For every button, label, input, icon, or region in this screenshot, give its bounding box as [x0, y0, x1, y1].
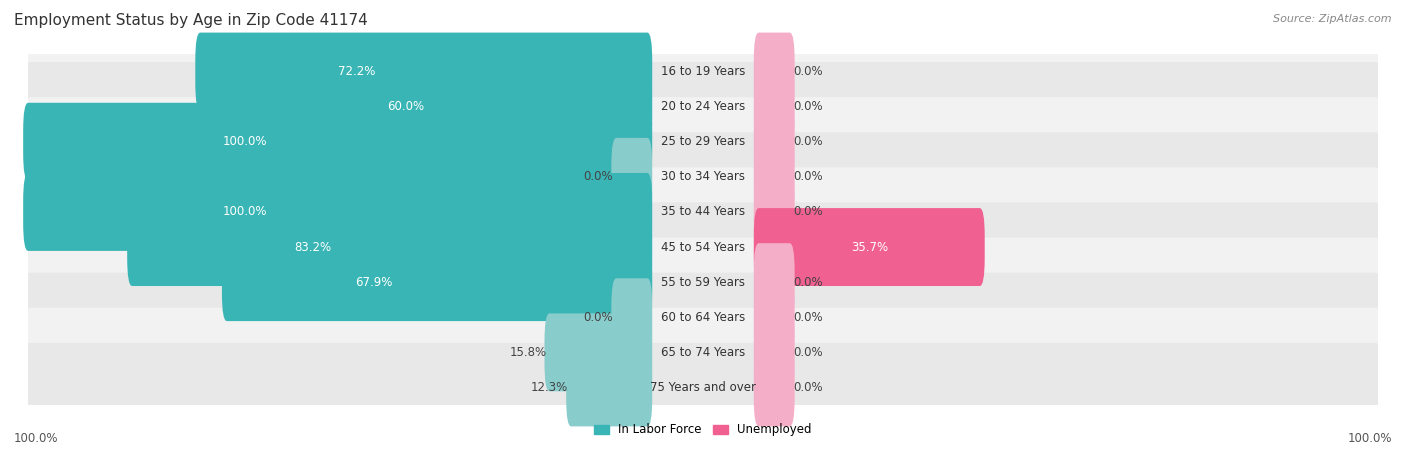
Text: 100.0%: 100.0% — [222, 135, 267, 148]
FancyBboxPatch shape — [222, 243, 652, 321]
Text: 45 to 54 Years: 45 to 54 Years — [661, 241, 745, 253]
FancyBboxPatch shape — [25, 27, 1381, 116]
FancyBboxPatch shape — [754, 243, 794, 321]
Text: 35 to 44 Years: 35 to 44 Years — [661, 206, 745, 218]
FancyBboxPatch shape — [754, 68, 794, 146]
Text: Employment Status by Age in Zip Code 41174: Employment Status by Age in Zip Code 411… — [14, 14, 368, 28]
Text: 25 to 29 Years: 25 to 29 Years — [661, 135, 745, 148]
Text: 60 to 64 Years: 60 to 64 Years — [661, 311, 745, 324]
FancyBboxPatch shape — [25, 97, 1381, 186]
Text: 100.0%: 100.0% — [222, 206, 267, 218]
Text: 0.0%: 0.0% — [583, 171, 613, 183]
Text: 55 to 59 Years: 55 to 59 Years — [661, 276, 745, 288]
Text: 0.0%: 0.0% — [793, 346, 823, 359]
Text: 0.0%: 0.0% — [793, 65, 823, 78]
Text: 100.0%: 100.0% — [14, 432, 59, 446]
FancyBboxPatch shape — [754, 138, 794, 216]
FancyBboxPatch shape — [754, 348, 794, 427]
Text: 0.0%: 0.0% — [793, 276, 823, 288]
Text: 30 to 34 Years: 30 to 34 Years — [661, 171, 745, 183]
Text: 65 to 74 Years: 65 to 74 Years — [661, 346, 745, 359]
FancyBboxPatch shape — [544, 313, 652, 392]
Text: Source: ZipAtlas.com: Source: ZipAtlas.com — [1274, 14, 1392, 23]
Text: 67.9%: 67.9% — [356, 276, 392, 288]
Text: 0.0%: 0.0% — [793, 381, 823, 394]
FancyBboxPatch shape — [25, 167, 1381, 256]
FancyBboxPatch shape — [612, 138, 652, 216]
Text: 35.7%: 35.7% — [851, 241, 887, 253]
FancyBboxPatch shape — [25, 308, 1381, 397]
Text: 100.0%: 100.0% — [1347, 432, 1392, 446]
FancyBboxPatch shape — [25, 238, 1381, 327]
FancyBboxPatch shape — [25, 343, 1381, 432]
Text: 16 to 19 Years: 16 to 19 Years — [661, 65, 745, 78]
Text: 0.0%: 0.0% — [793, 311, 823, 324]
Text: 0.0%: 0.0% — [793, 135, 823, 148]
Text: 72.2%: 72.2% — [337, 65, 375, 78]
Text: 0.0%: 0.0% — [793, 206, 823, 218]
Text: 15.8%: 15.8% — [509, 346, 547, 359]
Legend: In Labor Force, Unemployed: In Labor Force, Unemployed — [589, 419, 817, 441]
Text: 60.0%: 60.0% — [387, 100, 425, 113]
Text: 12.3%: 12.3% — [531, 381, 568, 394]
Text: 0.0%: 0.0% — [793, 171, 823, 183]
FancyBboxPatch shape — [25, 273, 1381, 362]
FancyBboxPatch shape — [754, 103, 794, 181]
FancyBboxPatch shape — [127, 208, 652, 286]
FancyBboxPatch shape — [195, 32, 652, 111]
Text: 0.0%: 0.0% — [583, 311, 613, 324]
Text: 75 Years and over: 75 Years and over — [650, 381, 756, 394]
FancyBboxPatch shape — [22, 103, 652, 181]
FancyBboxPatch shape — [22, 173, 652, 251]
FancyBboxPatch shape — [271, 68, 652, 146]
FancyBboxPatch shape — [25, 202, 1381, 292]
FancyBboxPatch shape — [754, 313, 794, 392]
Text: 83.2%: 83.2% — [294, 241, 330, 253]
FancyBboxPatch shape — [25, 132, 1381, 221]
FancyBboxPatch shape — [754, 32, 794, 111]
FancyBboxPatch shape — [754, 173, 794, 251]
FancyBboxPatch shape — [567, 348, 652, 427]
FancyBboxPatch shape — [612, 278, 652, 356]
Text: 20 to 24 Years: 20 to 24 Years — [661, 100, 745, 113]
Text: 0.0%: 0.0% — [793, 100, 823, 113]
FancyBboxPatch shape — [754, 208, 984, 286]
FancyBboxPatch shape — [754, 278, 794, 356]
FancyBboxPatch shape — [25, 62, 1381, 151]
